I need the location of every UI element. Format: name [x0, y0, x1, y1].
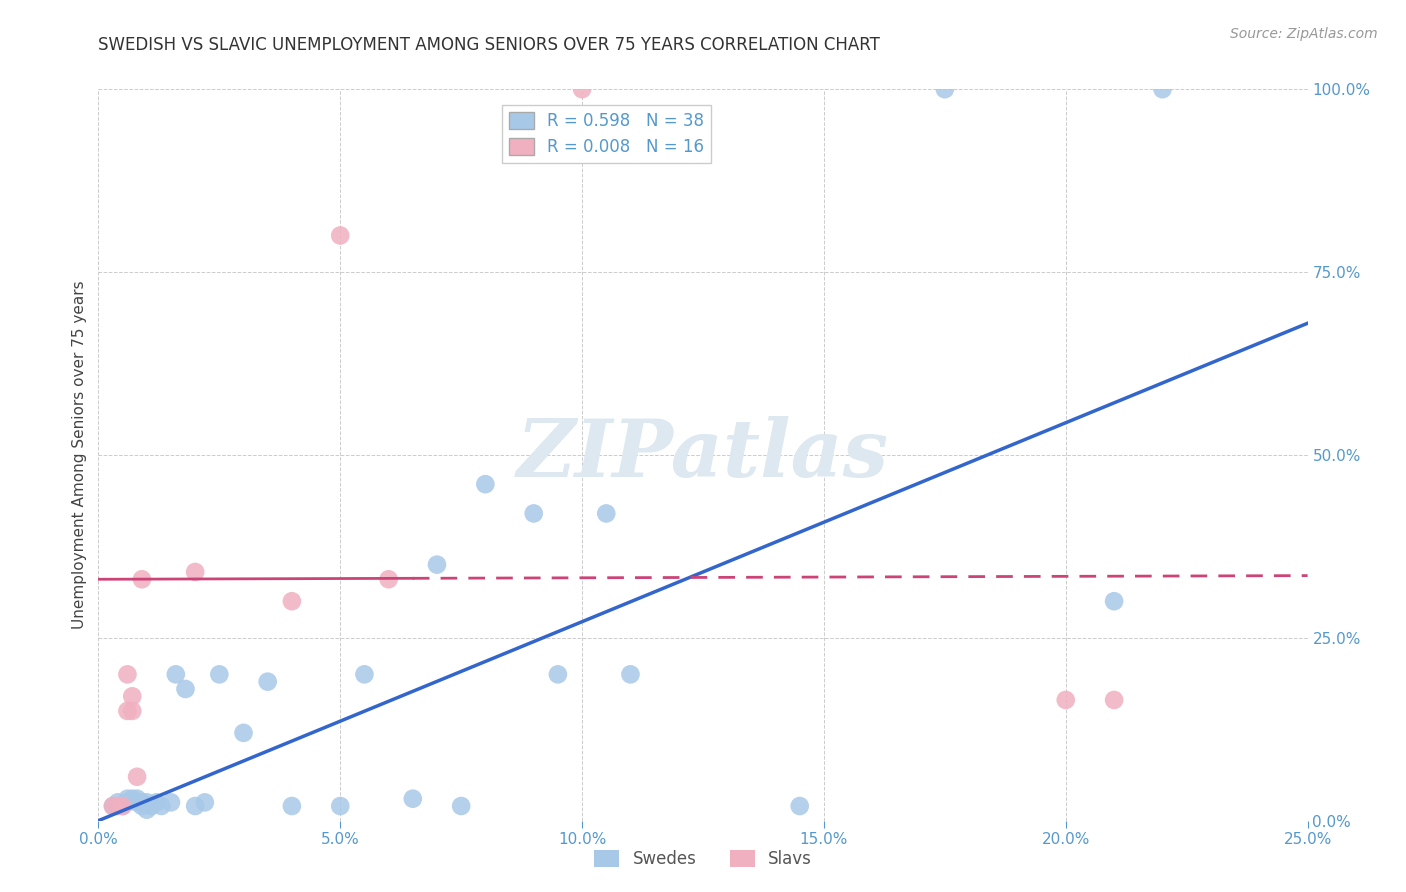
Point [232, 726, 254, 740]
Point [101, 799, 124, 814]
Point [117, 704, 139, 718]
Point [160, 796, 183, 810]
Point [1054, 693, 1077, 707]
Text: Source: ZipAtlas.com: Source: ZipAtlas.com [1230, 27, 1378, 41]
Point [121, 690, 143, 704]
Point [329, 228, 352, 243]
Point [450, 799, 472, 814]
Point [121, 704, 143, 718]
Point [523, 507, 546, 521]
Point [474, 477, 496, 491]
Y-axis label: Unemployment Among Seniors over 75 years: Unemployment Among Seniors over 75 years [72, 281, 87, 629]
Point [174, 681, 197, 696]
Point [1102, 693, 1125, 707]
Point [107, 796, 129, 810]
Point [127, 796, 149, 810]
Point [131, 799, 153, 814]
Point [111, 799, 134, 814]
Point [402, 791, 425, 805]
Point [934, 82, 956, 96]
Point [101, 799, 124, 814]
Legend: Swedes, Slavs: Swedes, Slavs [588, 843, 818, 875]
Text: SWEDISH VS SLAVIC UNEMPLOYMENT AMONG SENIORS OVER 75 YEARS CORRELATION CHART: SWEDISH VS SLAVIC UNEMPLOYMENT AMONG SEN… [98, 36, 880, 54]
Point [256, 674, 278, 689]
Point [426, 558, 449, 572]
Point [619, 667, 641, 681]
Point [789, 799, 811, 814]
Point [127, 791, 149, 805]
Point [127, 770, 149, 784]
Point [111, 799, 134, 814]
Point [131, 572, 153, 586]
Point [1102, 594, 1125, 608]
Point [184, 565, 207, 579]
Point [131, 796, 153, 810]
Legend: R = 0.598   N = 38, R = 0.008   N = 16: R = 0.598 N = 38, R = 0.008 N = 16 [502, 105, 710, 163]
Point [117, 796, 139, 810]
Point [571, 82, 593, 96]
Point [208, 667, 231, 681]
Point [117, 667, 139, 681]
Point [135, 803, 157, 817]
Point [1152, 82, 1174, 96]
Point [329, 799, 352, 814]
Point [184, 799, 207, 814]
Point [281, 799, 304, 814]
Point [121, 791, 143, 805]
Point [547, 667, 569, 681]
Point [150, 799, 173, 814]
Point [595, 507, 617, 521]
Point [117, 791, 139, 805]
Point [353, 667, 375, 681]
Point [135, 796, 157, 810]
Point [165, 667, 187, 681]
Text: ZIPatlas: ZIPatlas [517, 417, 889, 493]
Point [145, 796, 167, 810]
Point [281, 594, 304, 608]
Point [141, 799, 163, 814]
Point [377, 572, 399, 586]
Point [194, 796, 217, 810]
Point [107, 799, 129, 814]
